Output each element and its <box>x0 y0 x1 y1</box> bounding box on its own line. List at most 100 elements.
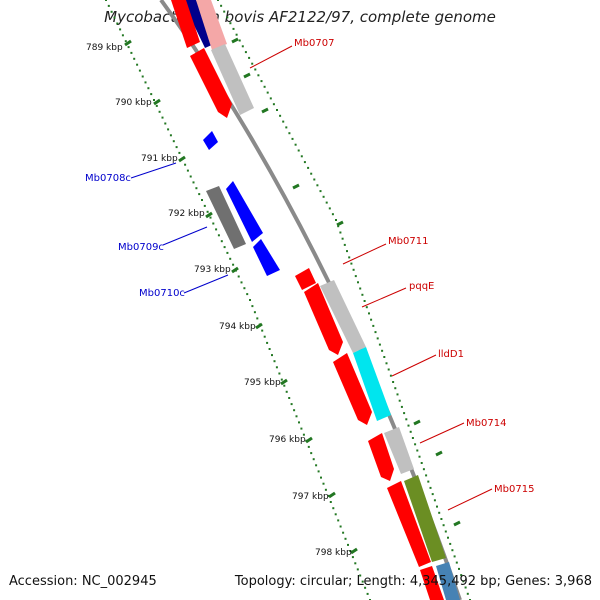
outer-track-dot <box>316 184 319 187</box>
topology-summary: Topology: circular; Length: 4,345,492 bp… <box>234 574 592 589</box>
scale-track-dot <box>212 222 215 225</box>
outer-track-dot <box>251 62 254 65</box>
scale-track-dot <box>351 556 354 559</box>
scale-track-dot <box>334 513 337 516</box>
scale-track-dot <box>273 360 276 363</box>
outer-track-dot <box>462 580 465 583</box>
outer-track-dot <box>398 399 401 402</box>
outer-track-dot <box>453 555 456 558</box>
scale-track-dot <box>332 507 335 510</box>
scale-track-dot <box>217 234 220 237</box>
outer-track-dot <box>297 149 300 152</box>
forward-cds-mb0714[interactable] <box>368 433 394 481</box>
outer-track-dot <box>335 219 337 221</box>
outer-track-dot <box>319 190 322 193</box>
scale-track-dot <box>105 0 107 1</box>
scale-track-dot <box>283 384 286 387</box>
scale-track-dot <box>167 128 170 131</box>
outer-track-dot <box>460 574 463 577</box>
outer-track-dot <box>322 195 325 198</box>
scale-track-dot <box>251 305 254 308</box>
scale-track-dot <box>237 275 240 278</box>
reverse-cds-mb0708c[interactable] <box>203 131 218 150</box>
scale-label: 793 kbp <box>194 265 231 275</box>
scale-label: 796 kbp <box>269 435 306 445</box>
scale-track-dot <box>192 181 195 184</box>
outer-track-dot <box>427 480 430 483</box>
outer-track-dot <box>260 80 263 83</box>
outer-track-dot <box>365 306 368 309</box>
leader-line <box>162 226 208 246</box>
reverse-cds-mb0709c[interactable] <box>226 181 263 242</box>
outer-track-dot <box>357 281 359 284</box>
outer-track-dot <box>447 536 449 539</box>
gene-label-pqqe[interactable]: pqqE <box>409 281 434 292</box>
forward-cds-lldd1[interactable] <box>333 353 372 425</box>
gene-label-mb0710c[interactable]: Mb0710c <box>139 288 185 299</box>
forward-cds-mb0711[interactable] <box>295 268 316 290</box>
leader-line <box>130 162 177 179</box>
scale-track-dot <box>144 81 147 84</box>
forward-cds-mb0715[interactable] <box>387 481 431 567</box>
outer-track-dot <box>235 33 238 36</box>
scale-track-dot <box>337 519 340 522</box>
forward-cds-pqqe[interactable] <box>304 283 343 355</box>
outer-track-dot <box>352 268 355 271</box>
outer-track-dot <box>279 114 282 117</box>
scale-track-dot <box>243 287 246 290</box>
gene-label-mb0709c[interactable]: Mb0709c <box>118 242 164 253</box>
gene-label-mb0708c[interactable]: Mb0708c <box>85 173 131 184</box>
outer-track-dot <box>354 275 357 278</box>
outer-track-dot <box>372 324 375 327</box>
leader-line <box>249 45 293 69</box>
leader-line <box>342 243 387 265</box>
scale-track-dot <box>229 257 232 260</box>
outer-track-dot <box>374 331 377 334</box>
outer-track-dot <box>416 449 419 452</box>
forward-cds-feature[interactable] <box>171 0 200 48</box>
scale-track-dot <box>300 427 303 430</box>
scale-track-dot <box>164 122 167 125</box>
reverse-cds-mb0710c[interactable] <box>253 239 280 276</box>
gene-label-mb0714[interactable]: Mb0714 <box>466 418 506 429</box>
outer-track-dot <box>257 74 260 77</box>
scale-track-dot <box>271 354 273 357</box>
scale-track-dot <box>359 574 362 577</box>
scale-track-dot <box>189 175 192 178</box>
gene-label-mb0711[interactable]: Mb0711 <box>388 236 428 247</box>
cog-block <box>404 475 446 562</box>
gene-label-mb0707[interactable]: Mb0707 <box>294 38 334 49</box>
outer-track-dot <box>403 412 406 415</box>
scale-track-dot <box>263 335 266 338</box>
scale-track-dot <box>329 501 332 503</box>
scale-track-dot <box>293 409 296 412</box>
forward-cds-mb0707[interactable] <box>190 48 232 118</box>
forward-cds-feature[interactable] <box>420 566 444 600</box>
scale-track-dot <box>136 63 139 66</box>
scale-track-dot <box>206 210 209 213</box>
gene-label-mb0715[interactable]: Mb0715 <box>494 484 534 495</box>
outer-track-dot <box>431 493 434 496</box>
outer-track-dot <box>425 474 428 477</box>
outer-track-dot <box>389 374 392 377</box>
outer-track-dot <box>440 518 443 520</box>
outer-track-dot <box>238 39 241 42</box>
outer-track-dot <box>303 161 306 164</box>
scale-track-dot <box>324 488 327 491</box>
scale-track-dot <box>256 317 259 320</box>
scale-track-dot <box>232 263 235 266</box>
outer-track-dot <box>325 201 328 204</box>
scale-track-dot <box>223 246 226 249</box>
scale-track-dot <box>186 169 189 172</box>
scale-track-dot <box>290 403 293 406</box>
outer-track-dot <box>339 231 342 234</box>
scale-track-dot <box>268 348 271 350</box>
gene-label-lldd1[interactable]: lldD1 <box>438 349 464 360</box>
scale-labels: 789 kbp 790 kbp 791 kbp 792 kbp 793 kbp 794 k… <box>86 43 352 558</box>
scale-track-dot <box>155 104 158 107</box>
cog-block <box>384 427 414 474</box>
outer-track-dot <box>385 362 388 365</box>
tick-marks <box>124 37 461 555</box>
outer-track-dot <box>414 443 417 446</box>
outer-track-dot <box>361 293 364 296</box>
